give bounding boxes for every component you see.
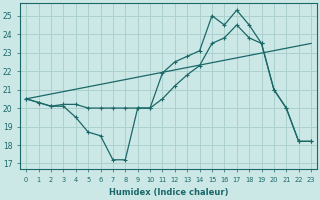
- X-axis label: Humidex (Indice chaleur): Humidex (Indice chaleur): [109, 188, 228, 197]
